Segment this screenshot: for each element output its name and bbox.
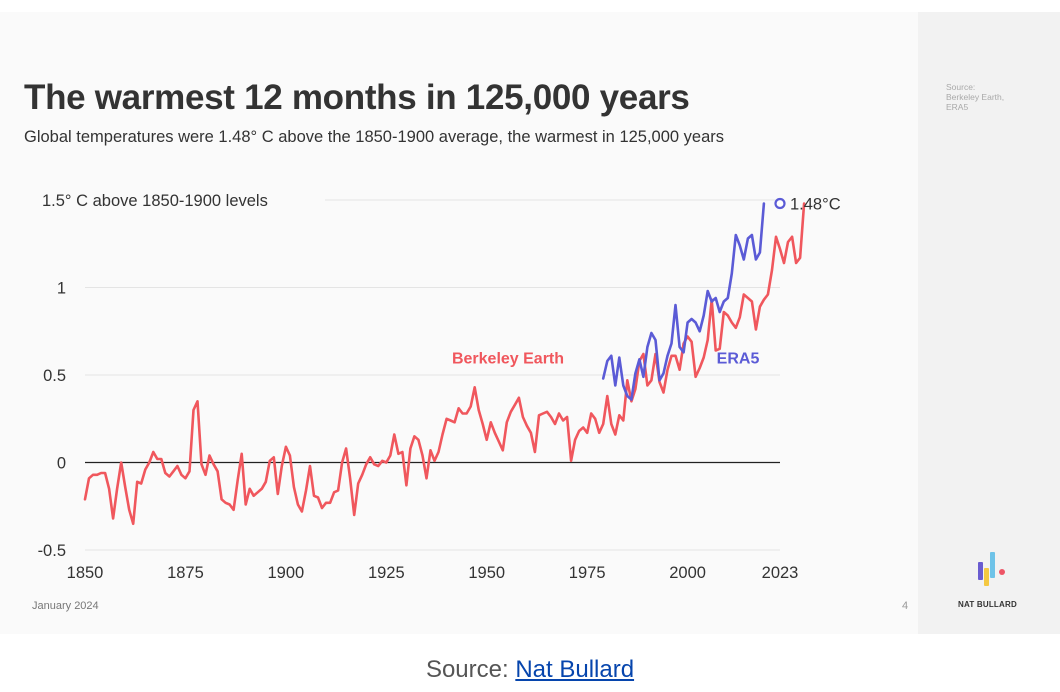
footer-date: January 2024 (32, 600, 99, 612)
logo-bar-yellow (984, 568, 989, 586)
caption-prefix: Source: (425, 656, 509, 683)
logo-bar-purple (978, 562, 983, 580)
chart-title: The warmest 12 months in 125,000 years (24, 78, 690, 117)
chart-subtitle: Global temperatures were 1.48° C above t… (24, 128, 725, 146)
sidebar-source-line: Berkeley Earth, (946, 92, 1005, 102)
slide-sidebar (918, 12, 1060, 634)
slide-background (0, 12, 918, 634)
sidebar-source-line: Source: (946, 82, 976, 92)
x-tick-label: 2000 (669, 564, 706, 582)
source-link[interactable]: Nat Bullard (515, 656, 635, 683)
sidebar-source-line: ERA5 (946, 102, 969, 112)
x-tick-label: 1975 (569, 564, 606, 582)
series-line-berkeley-earth (83, 202, 806, 526)
y-tick-label: 1 (57, 280, 66, 298)
x-tick-label: 1900 (268, 564, 305, 582)
nat-bullard-logo-icon (978, 552, 1005, 586)
y-tick-label: 0.5 (43, 367, 66, 385)
x-tick-label: 1850 (67, 564, 104, 582)
line-chart: -0.5 0 0.5 1 1.5° C above 1850-1900 levels 18… (38, 192, 841, 582)
image-caption: Source: Nat Bullard (0, 656, 1060, 684)
y-tick-label: 1.5° C above 1850-1900 levels (42, 192, 268, 210)
brand-name: NAT BULLARD (958, 600, 1017, 609)
era5-label: ERA5 (717, 351, 760, 368)
endpoint-marker (774, 197, 786, 210)
x-tick-label: 2023 (762, 564, 799, 582)
x-tick-label: 1925 (368, 564, 405, 582)
x-tick-label: 1875 (167, 564, 204, 582)
series-line-era5 (601, 202, 766, 401)
y-tick-label: 0 (57, 455, 66, 473)
logo-dot-red (999, 569, 1005, 575)
sidebar-source-note: Source: Berkeley Earth, ERA5 (946, 82, 1004, 112)
x-tick-label: 1950 (468, 564, 505, 582)
logo-bar-blue (990, 552, 995, 578)
berkeley-earth-label: Berkeley Earth (452, 351, 564, 368)
page-number: 4 (902, 600, 909, 612)
y-tick-label: -0.5 (38, 542, 66, 560)
endpoint-label: 1.48°C (790, 196, 841, 214)
